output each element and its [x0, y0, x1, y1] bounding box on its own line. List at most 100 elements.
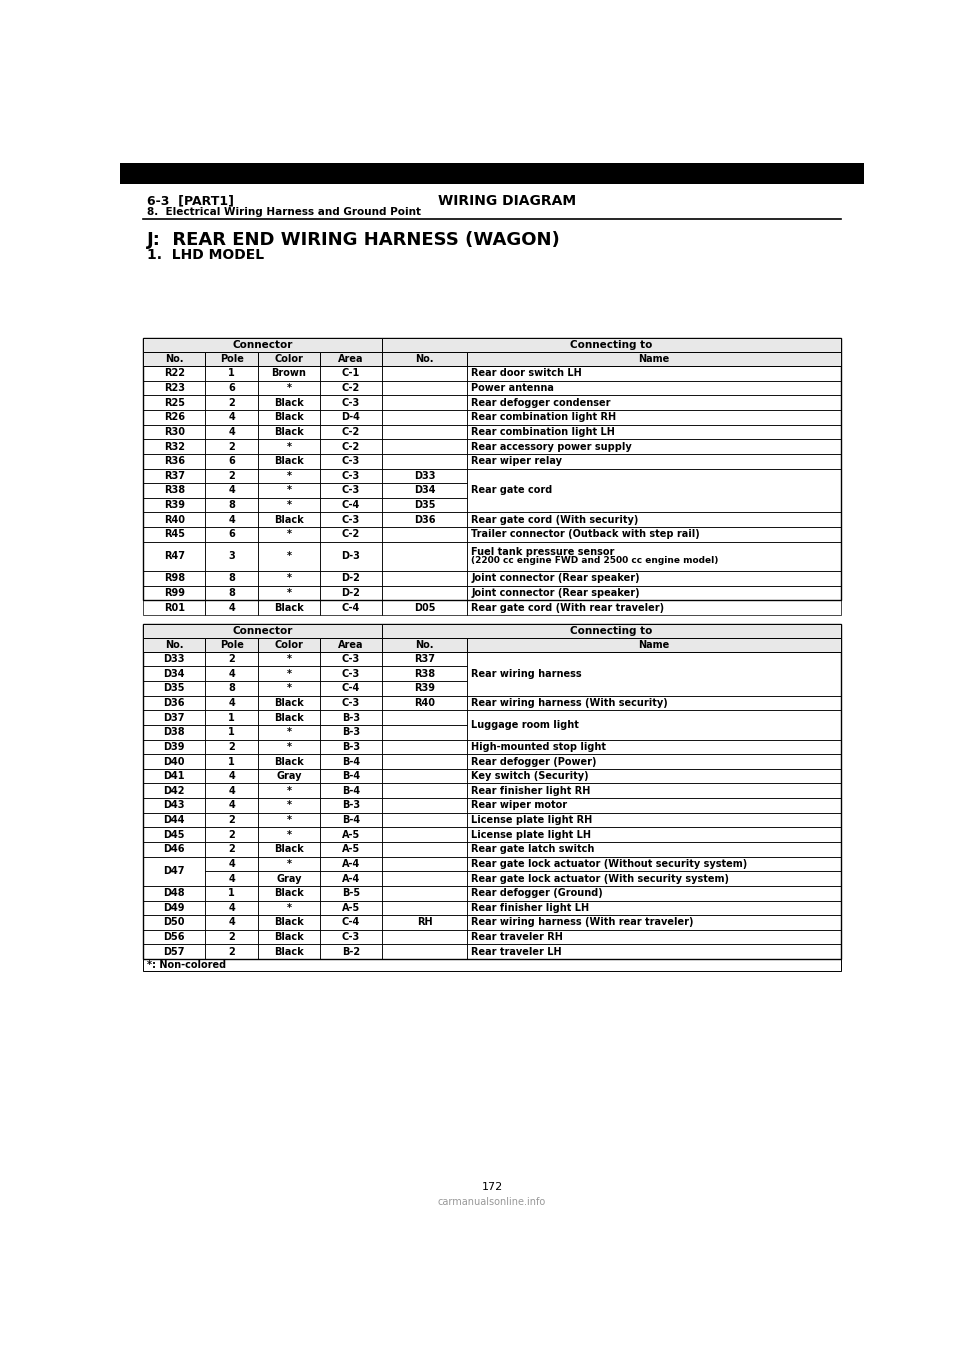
Bar	[258, 769, 320, 783]
Bar	[258, 841, 320, 856]
Text: R37: R37	[164, 471, 184, 480]
Bar	[382, 513, 468, 527]
Bar	[143, 366, 205, 381]
Bar	[468, 513, 841, 527]
Text: Color: Color	[275, 354, 303, 364]
Bar	[382, 527, 468, 541]
Bar	[205, 681, 258, 696]
Bar	[258, 944, 320, 959]
Text: 1: 1	[228, 712, 235, 723]
Bar	[258, 725, 320, 740]
Text: Joint connector (Rear speaker): Joint connector (Rear speaker)	[471, 573, 639, 584]
Bar	[320, 353, 382, 366]
Bar	[320, 666, 382, 681]
Bar	[258, 798, 320, 813]
Text: D57: D57	[163, 947, 185, 957]
Bar	[320, 600, 382, 615]
Bar	[143, 338, 841, 600]
Bar	[143, 498, 205, 513]
Text: 4: 4	[228, 603, 235, 612]
Bar	[143, 410, 205, 425]
Text: 2: 2	[228, 816, 235, 825]
Bar	[468, 527, 841, 541]
Bar	[258, 410, 320, 425]
Text: C-4: C-4	[342, 501, 360, 510]
Text: D44: D44	[163, 816, 185, 825]
Bar	[143, 453, 205, 468]
Bar	[143, 651, 205, 666]
Text: Rear gate lock actuator (Without security system): Rear gate lock actuator (Without securit…	[471, 859, 747, 868]
Text: D46: D46	[163, 844, 185, 855]
Bar	[258, 483, 320, 498]
Bar	[205, 841, 258, 856]
Bar	[468, 696, 841, 710]
Text: (2200 cc engine FWD and 2500 cc engine model): (2200 cc engine FWD and 2500 cc engine m…	[471, 555, 718, 565]
Text: D42: D42	[163, 786, 185, 795]
Bar	[205, 944, 258, 959]
Bar	[258, 513, 320, 527]
Bar	[382, 651, 468, 666]
Bar	[258, 440, 320, 453]
Bar	[143, 915, 205, 930]
Text: D45: D45	[163, 829, 185, 840]
Text: *: *	[286, 859, 292, 868]
Text: Rear wiring harness (With security): Rear wiring harness (With security)	[471, 697, 668, 708]
Bar	[258, 453, 320, 468]
Text: C-4: C-4	[342, 603, 360, 612]
Bar	[382, 725, 468, 740]
Text: Key switch (Security): Key switch (Security)	[471, 771, 588, 782]
Text: Area: Area	[338, 641, 364, 650]
Text: Rear combination light RH: Rear combination light RH	[471, 413, 616, 422]
Bar	[143, 600, 205, 615]
Bar	[205, 813, 258, 828]
Text: R40: R40	[414, 697, 435, 708]
Bar	[143, 468, 205, 483]
Text: 4: 4	[228, 514, 235, 525]
Bar	[320, 453, 382, 468]
Bar	[205, 571, 258, 586]
Text: B-4: B-4	[342, 816, 360, 825]
Text: Rear wiper motor: Rear wiper motor	[471, 801, 567, 810]
Text: D05: D05	[414, 603, 435, 612]
Text: J:  REAR END WIRING HARNESS (WAGON): J: REAR END WIRING HARNESS (WAGON)	[147, 231, 561, 248]
Text: License plate light LH: License plate light LH	[471, 829, 591, 840]
Bar	[320, 638, 382, 651]
Text: D33: D33	[163, 654, 185, 664]
Text: 2: 2	[228, 471, 235, 480]
Bar	[258, 930, 320, 944]
Text: RH: RH	[417, 917, 432, 927]
Bar	[382, 813, 468, 828]
Text: 2: 2	[228, 947, 235, 957]
Text: *: *	[286, 654, 292, 664]
Text: *: *	[286, 383, 292, 394]
Bar	[205, 769, 258, 783]
Bar	[205, 541, 258, 571]
Text: C-3: C-3	[342, 514, 360, 525]
Bar	[205, 527, 258, 541]
Text: Gray: Gray	[276, 771, 301, 782]
Bar	[258, 681, 320, 696]
Bar	[468, 901, 841, 915]
Text: Black: Black	[274, 756, 303, 767]
Text: 1: 1	[228, 889, 235, 898]
Bar	[205, 710, 258, 725]
Text: 4: 4	[228, 859, 235, 868]
Bar	[258, 651, 320, 666]
Bar	[320, 798, 382, 813]
Text: *: *	[286, 471, 292, 480]
Text: Fuel tank pressure sensor: Fuel tank pressure sensor	[471, 547, 614, 558]
Text: D-3: D-3	[342, 551, 360, 562]
Bar	[320, 571, 382, 586]
Text: Pole: Pole	[220, 354, 244, 364]
Bar	[320, 696, 382, 710]
Bar	[320, 871, 382, 886]
Bar	[382, 353, 468, 366]
Bar	[382, 453, 468, 468]
Text: C-1: C-1	[342, 369, 360, 379]
Bar	[143, 440, 205, 453]
Bar	[320, 586, 382, 600]
Bar	[468, 381, 841, 395]
Bar	[143, 740, 205, 754]
Bar	[382, 666, 468, 681]
Text: D-4: D-4	[342, 413, 360, 422]
